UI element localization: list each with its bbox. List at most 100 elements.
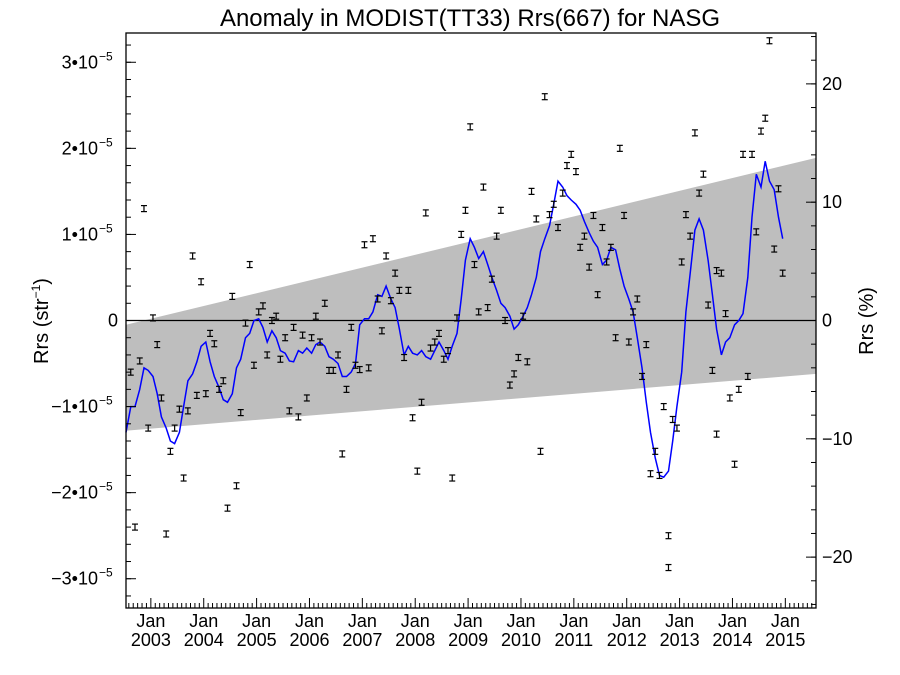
data-point (599, 223, 606, 232)
data-point (180, 474, 187, 482)
chart-title: Anomaly in MODIST(TT33) Rrs(667) for NAS… (220, 5, 720, 32)
data-point (343, 385, 350, 393)
data-point (554, 223, 561, 232)
data-point (216, 385, 223, 393)
data-point (533, 215, 540, 223)
data-point (361, 241, 368, 249)
data-point (184, 407, 191, 415)
data-point (282, 334, 289, 342)
data-point (612, 334, 619, 342)
y-tick-exponent: −5 (99, 394, 113, 408)
data-point (700, 170, 707, 178)
x-tick-month-label: Jan (506, 611, 535, 631)
data-point (705, 301, 712, 309)
x-tick-month-label: Jan (612, 611, 641, 631)
data-point (687, 232, 694, 240)
data-point (577, 243, 584, 251)
data-point (392, 269, 399, 277)
data-point (193, 391, 200, 399)
trend-line (125, 161, 784, 479)
data-point (572, 167, 579, 176)
data-point (365, 364, 372, 372)
data-point (594, 291, 601, 299)
data-point (682, 211, 689, 219)
y-tick-label: −3•10 (51, 569, 98, 589)
data-point (616, 144, 623, 152)
data-point (264, 351, 271, 359)
y-tick-label: −1•10 (51, 397, 98, 417)
data-point (524, 358, 531, 366)
data-point (458, 230, 465, 239)
data-point (678, 258, 685, 266)
data-point (369, 235, 376, 243)
x-tick-year-label: 2015 (765, 630, 805, 650)
y-axis-label: Rrs (str−1) (29, 278, 53, 364)
x-tick-year-label: 2014 (712, 630, 752, 650)
data-point (140, 204, 147, 213)
data-point (163, 530, 170, 538)
data-point (189, 252, 196, 260)
data-point (335, 351, 342, 359)
data-point (506, 381, 513, 389)
data-point (722, 310, 729, 318)
data-point (401, 353, 408, 362)
trend-line-layer (125, 161, 784, 479)
x-tick-month-label: Jan (771, 611, 800, 631)
data-point (652, 447, 659, 455)
data-point (643, 341, 650, 349)
data-point (559, 189, 566, 197)
data-point (625, 338, 632, 346)
data-point (550, 200, 557, 208)
data-point (586, 263, 593, 271)
data-point (713, 430, 720, 438)
x-tick-month-label: Jan (189, 611, 218, 631)
data-point (515, 353, 522, 362)
data-point (356, 365, 363, 374)
data-point (740, 150, 747, 158)
x-tick-month-label: Jan (295, 611, 324, 631)
data-point (330, 366, 337, 375)
data-point (224, 504, 231, 512)
data-point (647, 470, 654, 478)
data-point (242, 319, 249, 327)
data-point (321, 299, 328, 307)
data-point (731, 460, 738, 468)
data-point (639, 372, 646, 381)
data-point (696, 189, 703, 197)
data-point (295, 413, 302, 421)
data-point (771, 245, 778, 253)
data-point (176, 405, 183, 413)
data-point (718, 269, 725, 277)
data-point (665, 563, 672, 572)
data-point (660, 402, 667, 411)
y-tick-label: −2•10 (51, 483, 98, 503)
data-point (167, 447, 174, 455)
data-point (753, 228, 760, 236)
data-point (131, 523, 138, 531)
ticks-layer: 3•10 −52•10 −51•10 −50−1•10 −5−2•10 −5−3•10 −5… (51, 36, 853, 650)
data-point (422, 209, 429, 217)
x-tick-year-label: 2003 (131, 630, 171, 650)
data-point (405, 286, 412, 294)
data-point (383, 252, 390, 260)
x-tick-year-label: 2013 (660, 630, 700, 650)
x-tick-year-label: 2006 (289, 630, 329, 650)
y2-tick-label: 10 (822, 192, 842, 212)
data-point (471, 260, 478, 269)
data-point (630, 308, 637, 316)
data-points-layer (127, 37, 786, 572)
data-point (726, 394, 733, 402)
data-point (171, 424, 178, 432)
data-point (563, 161, 570, 170)
data-point (493, 232, 500, 240)
data-point (374, 295, 381, 303)
data-point (436, 329, 443, 338)
data-point (202, 390, 209, 398)
data-point (339, 450, 346, 458)
data-point (480, 183, 487, 191)
data-point (766, 37, 773, 45)
x-tick-year-label: 2010 (501, 630, 541, 650)
data-point (277, 355, 284, 363)
data-point (348, 323, 355, 331)
data-point (299, 331, 306, 339)
